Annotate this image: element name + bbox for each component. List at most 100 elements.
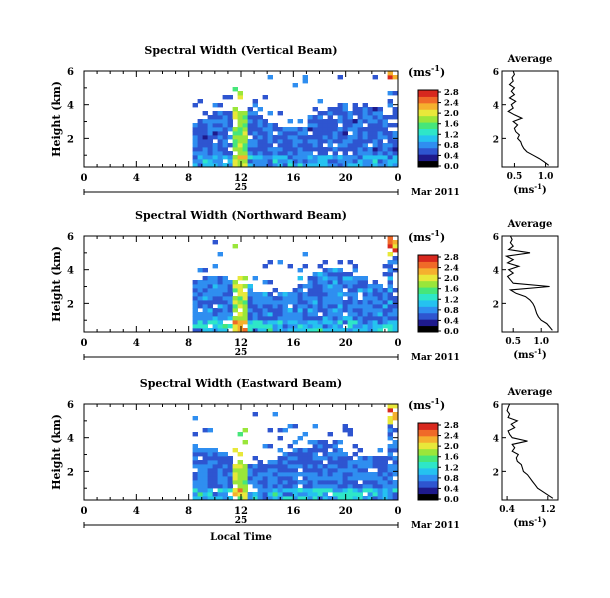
heatmap-cell — [222, 123, 228, 128]
heatmap-cell — [377, 464, 383, 469]
heatmap-cell — [197, 300, 203, 305]
heatmap-cell — [282, 460, 288, 465]
heatmap-cell — [327, 123, 333, 128]
heatmap-cell — [232, 464, 238, 469]
heatmap-cell — [362, 300, 368, 305]
heatmap-cell — [312, 123, 318, 128]
heatmap-cell — [322, 308, 328, 313]
heatmap-cell — [237, 484, 243, 489]
heatmap-cell — [382, 131, 388, 136]
heatmap-cell — [227, 151, 233, 156]
heatmap-cell — [357, 143, 363, 148]
profile-line — [504, 235, 553, 331]
heatmap-cell — [362, 131, 368, 136]
heatmap-cell — [327, 480, 333, 485]
heatmap-cell — [352, 163, 358, 168]
heatmap-cell — [327, 476, 333, 481]
profile-line — [506, 403, 554, 499]
heatmap-cell — [362, 476, 368, 481]
heatmap-cell — [277, 448, 283, 453]
heatmap-cell — [197, 476, 203, 481]
panel-title: Spectral Width (Northward Beam) — [135, 209, 347, 222]
heatmap-cell — [257, 151, 263, 156]
heatmap-cell — [222, 312, 228, 317]
heatmap-cell — [377, 308, 383, 313]
heatmap-cell — [237, 320, 243, 325]
heatmap-cell — [297, 143, 303, 148]
heatmap-cell — [382, 115, 388, 120]
heatmap-cell — [322, 135, 328, 140]
panel-title: Spectral Width (Eastward Beam) — [140, 377, 342, 390]
heatmap-cell — [317, 464, 323, 469]
heatmap-cell — [392, 131, 398, 136]
heatmap-cell — [367, 107, 373, 112]
heatmap-cell — [387, 484, 393, 489]
colorbar-swatch — [418, 109, 438, 117]
heatmap-cell — [312, 464, 318, 469]
heatmap-cell — [317, 308, 323, 313]
heatmap-cell — [242, 151, 248, 156]
heatmap-cell — [272, 123, 278, 128]
profile-x-tick-label: 0.5 — [507, 172, 523, 182]
heatmap-cell — [287, 328, 293, 333]
heatmap-cell — [262, 163, 268, 168]
heatmap-cell — [277, 300, 283, 305]
heatmap-cell — [222, 288, 228, 293]
x-tick-label: 12 — [234, 506, 248, 517]
heatmap-cell — [257, 123, 263, 128]
heatmap-cell — [277, 464, 283, 469]
heatmap-cell — [197, 288, 203, 293]
heatmap-cell — [332, 308, 338, 313]
heatmap-cell — [387, 280, 393, 285]
heatmap-cell — [252, 119, 258, 124]
heatmap-cell — [387, 428, 393, 433]
heatmap-cell — [347, 456, 353, 461]
heatmap-cell — [202, 119, 208, 124]
heatmap-cell — [242, 139, 248, 144]
heatmap-cell — [207, 476, 213, 481]
heatmap-cell — [382, 460, 388, 465]
heatmap-cell — [272, 147, 278, 152]
heatmap-cell — [342, 272, 348, 277]
x-tick-label: 20 — [339, 173, 353, 184]
heatmap-cell — [337, 119, 343, 124]
heatmap-cell — [332, 284, 338, 289]
heatmap-cell — [362, 276, 368, 281]
heatmap-cell — [267, 472, 273, 477]
heatmap-cell — [287, 119, 293, 124]
heatmap-cell — [312, 456, 318, 461]
heatmap-cell — [302, 496, 308, 501]
heatmap-cell — [202, 472, 208, 477]
heatmap-cell — [197, 159, 203, 164]
heatmap-cell — [387, 143, 393, 148]
heatmap-cell — [342, 480, 348, 485]
heatmap-cell — [207, 288, 213, 293]
colorbar-tick-label: 1.6 — [444, 453, 459, 463]
heatmap-cell — [227, 163, 233, 168]
colorbar-tick-label: 2.4 — [444, 264, 459, 274]
heatmap-cell — [237, 119, 243, 124]
heatmap-cell — [262, 296, 268, 301]
heatmap-cell — [372, 316, 378, 321]
heatmap-cell — [342, 320, 348, 325]
heatmap-cell — [307, 316, 313, 321]
heatmap-cell — [232, 87, 238, 92]
heatmap-cell — [247, 468, 253, 473]
y-tick-label: 6 — [67, 67, 74, 78]
heatmap-cell — [272, 472, 278, 477]
heatmap-cell — [197, 472, 203, 477]
heatmap-cell — [382, 484, 388, 489]
heatmap-cell — [377, 107, 383, 112]
heatmap-cell — [252, 484, 258, 489]
heatmap-cell — [287, 492, 293, 497]
heatmap-cell — [292, 488, 298, 493]
heatmap-cell — [372, 115, 378, 120]
heatmap-cell — [232, 280, 238, 285]
colorbar-swatch — [418, 480, 438, 488]
heatmap-cell — [282, 300, 288, 305]
heatmap-cell — [257, 484, 263, 489]
y-tick-label: 6 — [67, 400, 74, 411]
heatmap-cell — [232, 288, 238, 293]
heatmap-cell — [202, 111, 208, 116]
